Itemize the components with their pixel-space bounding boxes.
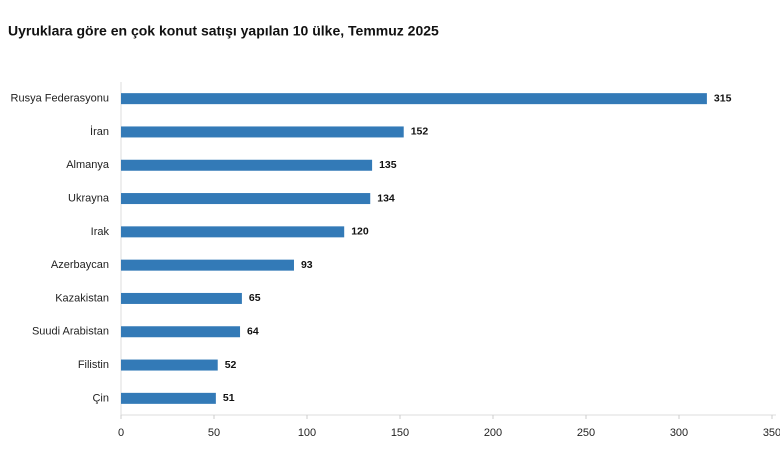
- value-label: 120: [351, 226, 369, 238]
- bar: [121, 259, 294, 271]
- y-tick-label: Ukrayna: [68, 192, 110, 204]
- value-label: 152: [411, 126, 429, 138]
- x-tick-label: 250: [577, 427, 595, 439]
- value-label: 135: [379, 159, 397, 171]
- x-tick-label: 300: [670, 427, 688, 439]
- x-tick-label: 0: [118, 427, 124, 439]
- value-label: 93: [301, 259, 313, 271]
- value-label: 134: [377, 192, 395, 204]
- bar: [121, 226, 345, 238]
- bar: [121, 292, 242, 304]
- bar: [121, 326, 241, 338]
- y-tick-label: Almanya: [66, 159, 110, 171]
- y-tick-label: Kazakistan: [55, 292, 109, 304]
- value-label: 65: [249, 292, 261, 304]
- y-tick-label: İran: [90, 125, 109, 138]
- value-label: 51: [223, 392, 235, 404]
- y-tick-label: Suudi Arabistan: [32, 326, 109, 338]
- bar: [121, 359, 218, 371]
- bar: [121, 159, 373, 171]
- value-label: 52: [225, 359, 237, 371]
- x-tick-label: 350: [763, 427, 780, 439]
- x-tick-label: 100: [298, 427, 316, 439]
- x-tick-label: 50: [208, 427, 220, 439]
- bar: [121, 392, 216, 404]
- value-label: 64: [247, 326, 259, 338]
- bar: [121, 126, 404, 138]
- chart-title: Uyruklara göre en çok konut satışı yapıl…: [8, 23, 439, 39]
- value-label: 315: [714, 92, 732, 104]
- y-tick-label: Çin: [92, 392, 109, 404]
- y-tick-label: Filistin: [78, 359, 109, 371]
- y-tick-label: Irak: [91, 226, 110, 238]
- x-tick-label: 150: [391, 427, 409, 439]
- bar: [121, 193, 371, 205]
- y-tick-label: Azerbaycan: [51, 259, 109, 271]
- x-tick-label: 200: [484, 427, 502, 439]
- bar: [121, 93, 707, 105]
- y-tick-label: Rusya Federasyonu: [11, 93, 109, 105]
